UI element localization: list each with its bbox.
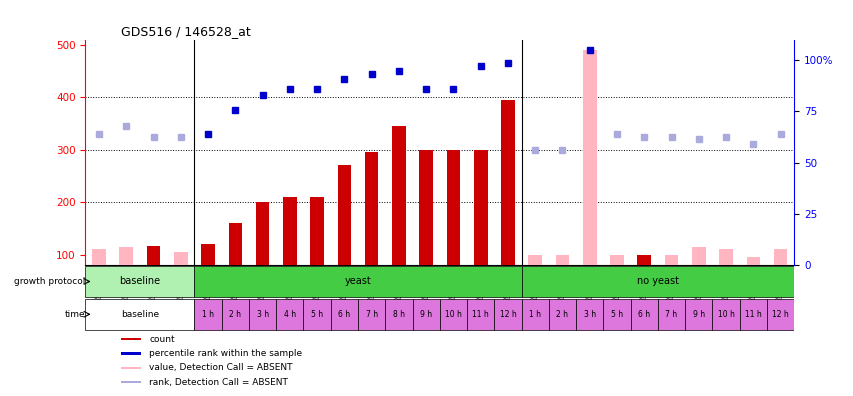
- Bar: [494, 299, 521, 330]
- Bar: [548, 299, 576, 330]
- Text: 1 h: 1 h: [202, 310, 214, 319]
- Bar: [773, 249, 786, 265]
- Bar: [501, 100, 514, 265]
- Bar: [174, 252, 188, 265]
- Bar: [256, 202, 269, 265]
- Text: 8 h: 8 h: [392, 310, 404, 319]
- Bar: [630, 299, 657, 330]
- Bar: [576, 299, 603, 330]
- Bar: [229, 223, 242, 265]
- Bar: [412, 299, 439, 330]
- Text: time: time: [65, 310, 85, 319]
- Bar: [583, 50, 596, 265]
- Bar: [385, 299, 412, 330]
- Text: 11 h: 11 h: [472, 310, 489, 319]
- Bar: [766, 299, 793, 330]
- Text: baseline: baseline: [121, 310, 159, 319]
- Text: 6 h: 6 h: [637, 310, 650, 319]
- Bar: [467, 299, 494, 330]
- Text: 6 h: 6 h: [338, 310, 350, 319]
- Text: 1 h: 1 h: [529, 310, 541, 319]
- Bar: [473, 150, 487, 265]
- Bar: [249, 299, 276, 330]
- Text: count: count: [149, 335, 175, 344]
- Bar: [746, 257, 759, 265]
- Bar: [521, 299, 548, 330]
- Text: 11 h: 11 h: [744, 310, 761, 319]
- Bar: [282, 197, 296, 265]
- Text: rank, Detection Call = ABSENT: rank, Detection Call = ABSENT: [149, 378, 287, 387]
- Text: 10 h: 10 h: [717, 310, 734, 319]
- Bar: [147, 246, 160, 265]
- Bar: [357, 299, 385, 330]
- Bar: [684, 299, 711, 330]
- Bar: [310, 197, 323, 265]
- Text: baseline: baseline: [119, 276, 160, 286]
- Bar: [222, 299, 249, 330]
- Bar: [194, 299, 222, 330]
- Bar: [691, 247, 705, 265]
- Bar: [636, 255, 650, 265]
- Text: 7 h: 7 h: [365, 310, 377, 319]
- Text: 5 h: 5 h: [610, 310, 623, 319]
- Bar: [664, 255, 677, 265]
- Text: 10 h: 10 h: [444, 310, 461, 319]
- Text: no yeast: no yeast: [636, 276, 678, 286]
- Bar: [92, 249, 106, 265]
- Bar: [657, 299, 684, 330]
- Bar: [330, 299, 357, 330]
- Bar: [739, 299, 766, 330]
- Bar: [337, 166, 351, 265]
- Bar: [121, 381, 141, 383]
- Bar: [201, 244, 215, 265]
- Bar: [446, 150, 460, 265]
- Bar: [521, 266, 793, 297]
- Text: 12 h: 12 h: [499, 310, 516, 319]
- Bar: [610, 255, 623, 265]
- Text: 3 h: 3 h: [583, 310, 595, 319]
- Bar: [303, 299, 330, 330]
- Text: 2 h: 2 h: [556, 310, 568, 319]
- Bar: [194, 266, 521, 297]
- Bar: [555, 255, 569, 265]
- Bar: [439, 299, 467, 330]
- Bar: [121, 352, 141, 355]
- Bar: [121, 367, 141, 369]
- Text: 9 h: 9 h: [692, 310, 704, 319]
- Bar: [364, 152, 378, 265]
- Bar: [121, 338, 141, 341]
- Text: 2 h: 2 h: [229, 310, 241, 319]
- Text: 4 h: 4 h: [283, 310, 296, 319]
- Bar: [528, 255, 542, 265]
- Bar: [276, 299, 303, 330]
- Text: 3 h: 3 h: [256, 310, 269, 319]
- Bar: [392, 126, 405, 265]
- Bar: [419, 150, 432, 265]
- Bar: [85, 266, 194, 297]
- Text: 9 h: 9 h: [420, 310, 432, 319]
- Text: percentile rank within the sample: percentile rank within the sample: [149, 349, 302, 358]
- Text: 12 h: 12 h: [771, 310, 788, 319]
- Text: yeast: yeast: [345, 276, 371, 286]
- Text: growth protocol: growth protocol: [14, 277, 85, 286]
- Text: 7 h: 7 h: [664, 310, 676, 319]
- Bar: [85, 299, 194, 330]
- Text: 5 h: 5 h: [310, 310, 322, 319]
- Text: GDS516 / 146528_at: GDS516 / 146528_at: [121, 25, 250, 38]
- Bar: [711, 299, 739, 330]
- Bar: [119, 247, 133, 265]
- Bar: [718, 249, 732, 265]
- Bar: [603, 299, 630, 330]
- Text: value, Detection Call = ABSENT: value, Detection Call = ABSENT: [149, 364, 293, 373]
